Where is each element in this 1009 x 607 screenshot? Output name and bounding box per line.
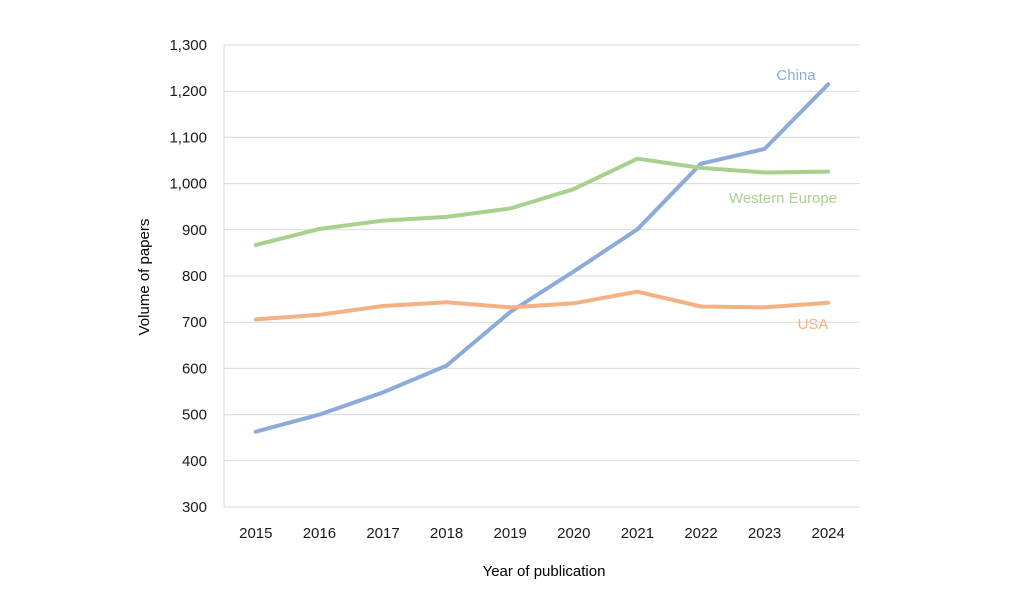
y-tick-label: 600 bbox=[182, 360, 207, 377]
x-tick-label: 2023 bbox=[748, 525, 781, 542]
series-label-usa: USA bbox=[798, 316, 829, 333]
y-axis-ticks: 300 400 500 600 700 800 900 1,000 1,100 1,200 1,30… bbox=[169, 37, 207, 516]
x-tick-label: 2019 bbox=[494, 525, 527, 542]
y-tick-label: 500 bbox=[182, 407, 207, 424]
x-tick-label: 2022 bbox=[684, 525, 717, 542]
y-tick-label: 1,000 bbox=[169, 176, 207, 193]
x-tick-label: 2020 bbox=[557, 525, 590, 542]
x-tick-label: 2017 bbox=[366, 525, 399, 542]
series-labels: China Western Europe USA bbox=[729, 67, 837, 333]
y-tick-label: 1,200 bbox=[169, 83, 207, 100]
y-tick-label: 1,300 bbox=[169, 37, 207, 54]
y-tick-label: 400 bbox=[182, 453, 207, 470]
y-tick-label: 1,100 bbox=[169, 129, 207, 146]
x-tick-label: 2024 bbox=[812, 525, 845, 542]
y-tick-label: 300 bbox=[182, 499, 207, 516]
series-lines bbox=[253, 82, 831, 434]
x-tick-label: 2021 bbox=[621, 525, 654, 542]
x-axis-title: Year of publication bbox=[483, 563, 606, 580]
series-label-western-europe: Western Europe bbox=[729, 190, 837, 207]
y-tick-label: 700 bbox=[182, 314, 207, 331]
y-tick-label: 900 bbox=[182, 222, 207, 239]
y-axis-title: Volume of papers bbox=[136, 219, 153, 336]
x-tick-label: 2018 bbox=[430, 525, 463, 542]
series-line-china bbox=[253, 82, 831, 434]
x-axis-ticks: 2015 2016 2017 2018 2019 2020 2021 2022 2023 2024 bbox=[239, 525, 845, 542]
series-line-western-europe bbox=[253, 156, 831, 247]
y-tick-label: 800 bbox=[182, 268, 207, 285]
series-line-usa bbox=[253, 289, 831, 322]
x-tick-label: 2015 bbox=[239, 525, 272, 542]
x-tick-label: 2016 bbox=[303, 525, 336, 542]
series-label-china: China bbox=[776, 67, 816, 84]
grid bbox=[223, 44, 860, 508]
